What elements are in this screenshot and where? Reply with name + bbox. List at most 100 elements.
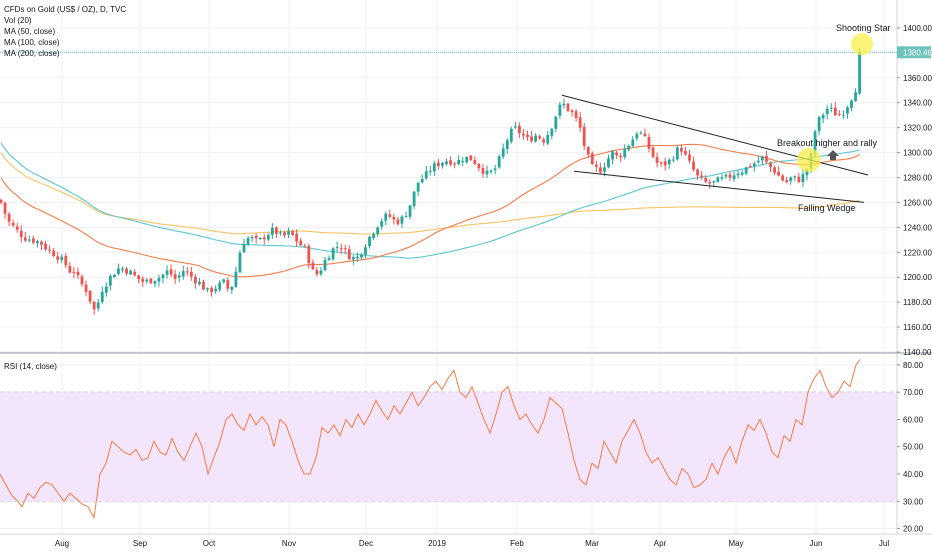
candle[interactable] [432, 160, 436, 176]
candle[interactable] [461, 156, 465, 167]
candle[interactable] [270, 223, 274, 239]
candle[interactable] [696, 168, 699, 180]
candle[interactable] [534, 133, 537, 143]
indicator-ma50[interactable]: MA (50, close) [4, 27, 56, 36]
candle[interactable] [789, 176, 793, 185]
candle[interactable] [850, 99, 853, 112]
candle[interactable] [416, 182, 420, 197]
candle[interactable] [380, 218, 384, 230]
candle[interactable] [538, 134, 542, 140]
candle[interactable] [113, 273, 116, 278]
candle[interactable] [315, 266, 319, 277]
candle[interactable] [700, 170, 704, 181]
candle[interactable] [408, 204, 412, 220]
candle[interactable] [141, 276, 145, 288]
candle[interactable] [56, 252, 60, 264]
candle[interactable] [198, 277, 201, 286]
candle[interactable] [781, 173, 785, 182]
candle[interactable] [0, 198, 3, 205]
candle[interactable] [777, 166, 780, 177]
candle[interactable] [485, 165, 489, 179]
candle[interactable] [522, 129, 525, 140]
candle[interactable] [773, 165, 776, 176]
candle[interactable] [756, 155, 760, 164]
candle[interactable] [32, 235, 35, 245]
candle[interactable] [84, 280, 88, 297]
candle[interactable] [68, 261, 72, 274]
candle[interactable] [372, 232, 375, 241]
candle[interactable] [708, 179, 712, 189]
candle[interactable] [655, 152, 659, 168]
candle[interactable] [331, 247, 335, 262]
candle[interactable] [15, 222, 19, 233]
candle[interactable] [769, 161, 772, 172]
candle[interactable] [635, 131, 639, 142]
candle[interactable] [161, 273, 165, 284]
candle[interactable] [384, 211, 388, 226]
candle[interactable] [530, 130, 533, 143]
candle[interactable] [566, 102, 570, 113]
candle[interactable] [437, 159, 440, 170]
candle[interactable] [262, 233, 266, 245]
candle[interactable] [829, 103, 833, 113]
candle[interactable] [299, 237, 303, 247]
candle[interactable] [222, 278, 226, 284]
candle[interactable] [736, 169, 740, 179]
candle[interactable] [360, 253, 363, 260]
candle[interactable] [23, 231, 27, 243]
candle[interactable] [287, 227, 290, 238]
candle[interactable] [720, 174, 724, 181]
candle[interactable] [594, 160, 598, 172]
candle[interactable] [675, 145, 679, 161]
candle[interactable] [599, 162, 602, 174]
candle[interactable] [562, 98, 566, 109]
candle[interactable] [441, 161, 444, 169]
candle[interactable] [230, 285, 234, 295]
candle[interactable] [420, 174, 424, 184]
candle[interactable] [238, 250, 242, 274]
candle[interactable] [351, 255, 355, 265]
indicator-ma200[interactable]: MA (200, close) [4, 49, 60, 58]
candle[interactable] [275, 226, 278, 238]
candle[interactable] [509, 126, 513, 144]
candle[interactable] [392, 214, 396, 225]
candle[interactable] [627, 144, 631, 152]
candle[interactable] [356, 252, 359, 263]
candle[interactable] [667, 158, 671, 169]
candle[interactable] [744, 166, 748, 176]
candle[interactable] [388, 209, 392, 219]
candle[interactable] [615, 150, 618, 159]
candle[interactable] [181, 265, 185, 280]
candle[interactable] [457, 155, 461, 166]
candle[interactable] [797, 172, 801, 184]
candle[interactable] [424, 165, 428, 181]
candle[interactable] [643, 128, 647, 138]
candle[interactable] [603, 162, 606, 177]
candle[interactable] [165, 265, 169, 279]
candle[interactable] [108, 274, 112, 291]
candle[interactable] [400, 214, 404, 228]
candle[interactable] [295, 229, 299, 247]
candle[interactable] [48, 245, 51, 254]
candle[interactable] [368, 235, 371, 249]
candle[interactable] [11, 219, 15, 228]
candle[interactable] [765, 150, 768, 165]
candle[interactable] [465, 156, 469, 164]
candle[interactable] [189, 266, 193, 281]
candle[interactable] [218, 280, 222, 293]
candle[interactable] [728, 171, 732, 181]
candle[interactable] [412, 190, 416, 210]
candle[interactable] [631, 135, 635, 147]
candle[interactable] [639, 130, 643, 135]
candle[interactable] [157, 274, 161, 287]
candle[interactable] [489, 169, 493, 175]
candle[interactable] [748, 163, 752, 169]
candle[interactable] [659, 161, 663, 167]
candle[interactable] [7, 211, 11, 227]
breakout-marker[interactable] [797, 148, 821, 173]
candle[interactable] [246, 235, 250, 247]
candle[interactable] [453, 161, 456, 169]
candle[interactable] [303, 243, 307, 248]
candle[interactable] [724, 173, 728, 179]
